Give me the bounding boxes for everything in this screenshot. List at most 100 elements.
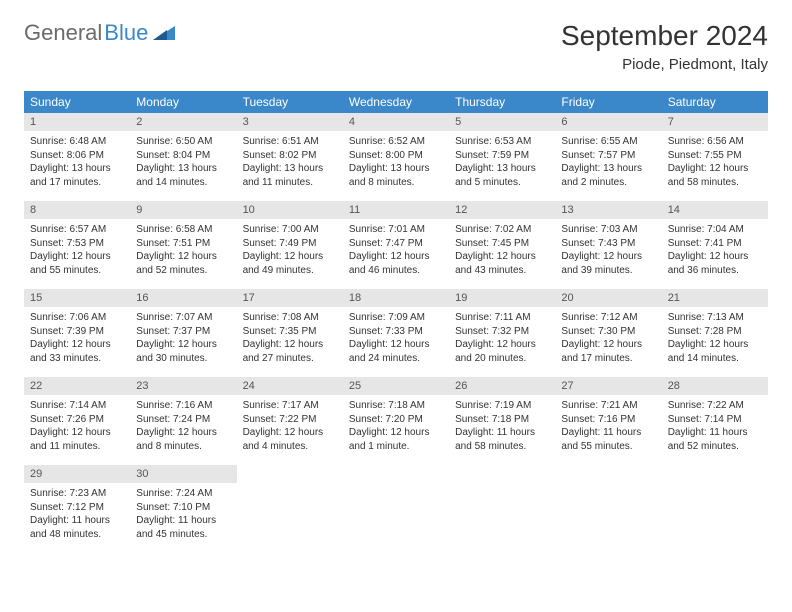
- sunset-text: Sunset: 7:28 PM: [668, 325, 762, 339]
- daylight-text: Daylight: 11 hours and 55 minutes.: [561, 426, 655, 453]
- day-body: Sunrise: 7:18 AMSunset: 7:20 PMDaylight:…: [343, 395, 449, 457]
- daylight-text: Daylight: 11 hours and 58 minutes.: [455, 426, 549, 453]
- sunrise-text: Sunrise: 7:02 AM: [455, 223, 549, 237]
- calendar-day-cell: 25Sunrise: 7:18 AMSunset: 7:20 PMDayligh…: [343, 377, 449, 465]
- sunset-text: Sunset: 7:45 PM: [455, 237, 549, 251]
- sunset-text: Sunset: 8:04 PM: [136, 149, 230, 163]
- day-number: 5: [449, 113, 555, 131]
- sunset-text: Sunset: 8:06 PM: [30, 149, 124, 163]
- daylight-text: Daylight: 12 hours and 43 minutes.: [455, 250, 549, 277]
- day-number: 14: [662, 201, 768, 219]
- day-number: 23: [130, 377, 236, 395]
- daylight-text: Daylight: 12 hours and 49 minutes.: [243, 250, 337, 277]
- day-body: Sunrise: 6:56 AMSunset: 7:55 PMDaylight:…: [662, 131, 768, 193]
- sunset-text: Sunset: 7:24 PM: [136, 413, 230, 427]
- sunrise-text: Sunrise: 7:06 AM: [30, 311, 124, 325]
- sunrise-text: Sunrise: 7:19 AM: [455, 399, 549, 413]
- daylight-text: Daylight: 12 hours and 30 minutes.: [136, 338, 230, 365]
- day-body: Sunrise: 7:13 AMSunset: 7:28 PMDaylight:…: [662, 307, 768, 369]
- day-body: Sunrise: 7:23 AMSunset: 7:12 PMDaylight:…: [24, 483, 130, 545]
- day-number: 21: [662, 289, 768, 307]
- daylight-text: Daylight: 12 hours and 14 minutes.: [668, 338, 762, 365]
- day-body: Sunrise: 6:57 AMSunset: 7:53 PMDaylight:…: [24, 219, 130, 281]
- day-body: Sunrise: 6:52 AMSunset: 8:00 PMDaylight:…: [343, 131, 449, 193]
- sunset-text: Sunset: 7:43 PM: [561, 237, 655, 251]
- sunset-text: Sunset: 7:16 PM: [561, 413, 655, 427]
- daylight-text: Daylight: 12 hours and 1 minute.: [349, 426, 443, 453]
- sunrise-text: Sunrise: 6:57 AM: [30, 223, 124, 237]
- day-number: 6: [555, 113, 661, 131]
- sunset-text: Sunset: 7:30 PM: [561, 325, 655, 339]
- calendar-day-cell: 18Sunrise: 7:09 AMSunset: 7:33 PMDayligh…: [343, 289, 449, 377]
- day-number: 10: [237, 201, 343, 219]
- calendar-day-cell: 24Sunrise: 7:17 AMSunset: 7:22 PMDayligh…: [237, 377, 343, 465]
- sunset-text: Sunset: 7:35 PM: [243, 325, 337, 339]
- day-body: Sunrise: 7:06 AMSunset: 7:39 PMDaylight:…: [24, 307, 130, 369]
- calendar-day-cell: [555, 465, 661, 553]
- daylight-text: Daylight: 12 hours and 39 minutes.: [561, 250, 655, 277]
- day-number: 7: [662, 113, 768, 131]
- calendar-day-cell: 10Sunrise: 7:00 AMSunset: 7:49 PMDayligh…: [237, 201, 343, 289]
- weekday-header: Saturday: [662, 91, 768, 113]
- day-body: Sunrise: 7:16 AMSunset: 7:24 PMDaylight:…: [130, 395, 236, 457]
- daylight-text: Daylight: 12 hours and 46 minutes.: [349, 250, 443, 277]
- day-body: Sunrise: 7:14 AMSunset: 7:26 PMDaylight:…: [24, 395, 130, 457]
- daylight-text: Daylight: 12 hours and 17 minutes.: [561, 338, 655, 365]
- calendar-day-cell: 5Sunrise: 6:53 AMSunset: 7:59 PMDaylight…: [449, 113, 555, 201]
- day-body: Sunrise: 7:08 AMSunset: 7:35 PMDaylight:…: [237, 307, 343, 369]
- daylight-text: Daylight: 12 hours and 55 minutes.: [30, 250, 124, 277]
- day-body: Sunrise: 7:00 AMSunset: 7:49 PMDaylight:…: [237, 219, 343, 281]
- day-number: 30: [130, 465, 236, 483]
- day-number: 11: [343, 201, 449, 219]
- calendar-day-cell: [237, 465, 343, 553]
- calendar-day-cell: 12Sunrise: 7:02 AMSunset: 7:45 PMDayligh…: [449, 201, 555, 289]
- daylight-text: Daylight: 12 hours and 27 minutes.: [243, 338, 337, 365]
- sunrise-text: Sunrise: 7:21 AM: [561, 399, 655, 413]
- day-body: Sunrise: 7:24 AMSunset: 7:10 PMDaylight:…: [130, 483, 236, 545]
- sunrise-text: Sunrise: 7:13 AM: [668, 311, 762, 325]
- day-number: 29: [24, 465, 130, 483]
- calendar-day-cell: 1Sunrise: 6:48 AMSunset: 8:06 PMDaylight…: [24, 113, 130, 201]
- logo: GeneralBlue: [24, 20, 175, 46]
- calendar-header-row: SundayMondayTuesdayWednesdayThursdayFrid…: [24, 91, 768, 113]
- calendar-table: SundayMondayTuesdayWednesdayThursdayFrid…: [24, 91, 768, 553]
- calendar-day-cell: 3Sunrise: 6:51 AMSunset: 8:02 PMDaylight…: [237, 113, 343, 201]
- daylight-text: Daylight: 12 hours and 58 minutes.: [668, 162, 762, 189]
- day-body: Sunrise: 7:19 AMSunset: 7:18 PMDaylight:…: [449, 395, 555, 457]
- sunrise-text: Sunrise: 6:51 AM: [243, 135, 337, 149]
- day-body: Sunrise: 7:01 AMSunset: 7:47 PMDaylight:…: [343, 219, 449, 281]
- sunrise-text: Sunrise: 7:03 AM: [561, 223, 655, 237]
- calendar-day-cell: 28Sunrise: 7:22 AMSunset: 7:14 PMDayligh…: [662, 377, 768, 465]
- day-number: 1: [24, 113, 130, 131]
- calendar-day-cell: 4Sunrise: 6:52 AMSunset: 8:00 PMDaylight…: [343, 113, 449, 201]
- calendar-day-cell: 11Sunrise: 7:01 AMSunset: 7:47 PMDayligh…: [343, 201, 449, 289]
- daylight-text: Daylight: 12 hours and 36 minutes.: [668, 250, 762, 277]
- day-body: Sunrise: 7:22 AMSunset: 7:14 PMDaylight:…: [662, 395, 768, 457]
- sunset-text: Sunset: 7:32 PM: [455, 325, 549, 339]
- daylight-text: Daylight: 13 hours and 2 minutes.: [561, 162, 655, 189]
- sunset-text: Sunset: 7:47 PM: [349, 237, 443, 251]
- day-body: Sunrise: 7:21 AMSunset: 7:16 PMDaylight:…: [555, 395, 661, 457]
- daylight-text: Daylight: 12 hours and 24 minutes.: [349, 338, 443, 365]
- sunrise-text: Sunrise: 6:56 AM: [668, 135, 762, 149]
- calendar-day-cell: 21Sunrise: 7:13 AMSunset: 7:28 PMDayligh…: [662, 289, 768, 377]
- sunrise-text: Sunrise: 7:16 AM: [136, 399, 230, 413]
- day-body: Sunrise: 7:11 AMSunset: 7:32 PMDaylight:…: [449, 307, 555, 369]
- day-number: 4: [343, 113, 449, 131]
- daylight-text: Daylight: 13 hours and 14 minutes.: [136, 162, 230, 189]
- daylight-text: Daylight: 11 hours and 45 minutes.: [136, 514, 230, 541]
- calendar-day-cell: 2Sunrise: 6:50 AMSunset: 8:04 PMDaylight…: [130, 113, 236, 201]
- weekday-header: Sunday: [24, 91, 130, 113]
- day-number: 8: [24, 201, 130, 219]
- day-number: 2: [130, 113, 236, 131]
- day-number: 13: [555, 201, 661, 219]
- sunrise-text: Sunrise: 7:12 AM: [561, 311, 655, 325]
- day-body: Sunrise: 7:03 AMSunset: 7:43 PMDaylight:…: [555, 219, 661, 281]
- location-label: Piode, Piedmont, Italy: [561, 56, 768, 73]
- day-number: 9: [130, 201, 236, 219]
- sunrise-text: Sunrise: 7:14 AM: [30, 399, 124, 413]
- day-number: 24: [237, 377, 343, 395]
- daylight-text: Daylight: 12 hours and 20 minutes.: [455, 338, 549, 365]
- logo-text-1: General: [24, 20, 102, 46]
- sunrise-text: Sunrise: 7:07 AM: [136, 311, 230, 325]
